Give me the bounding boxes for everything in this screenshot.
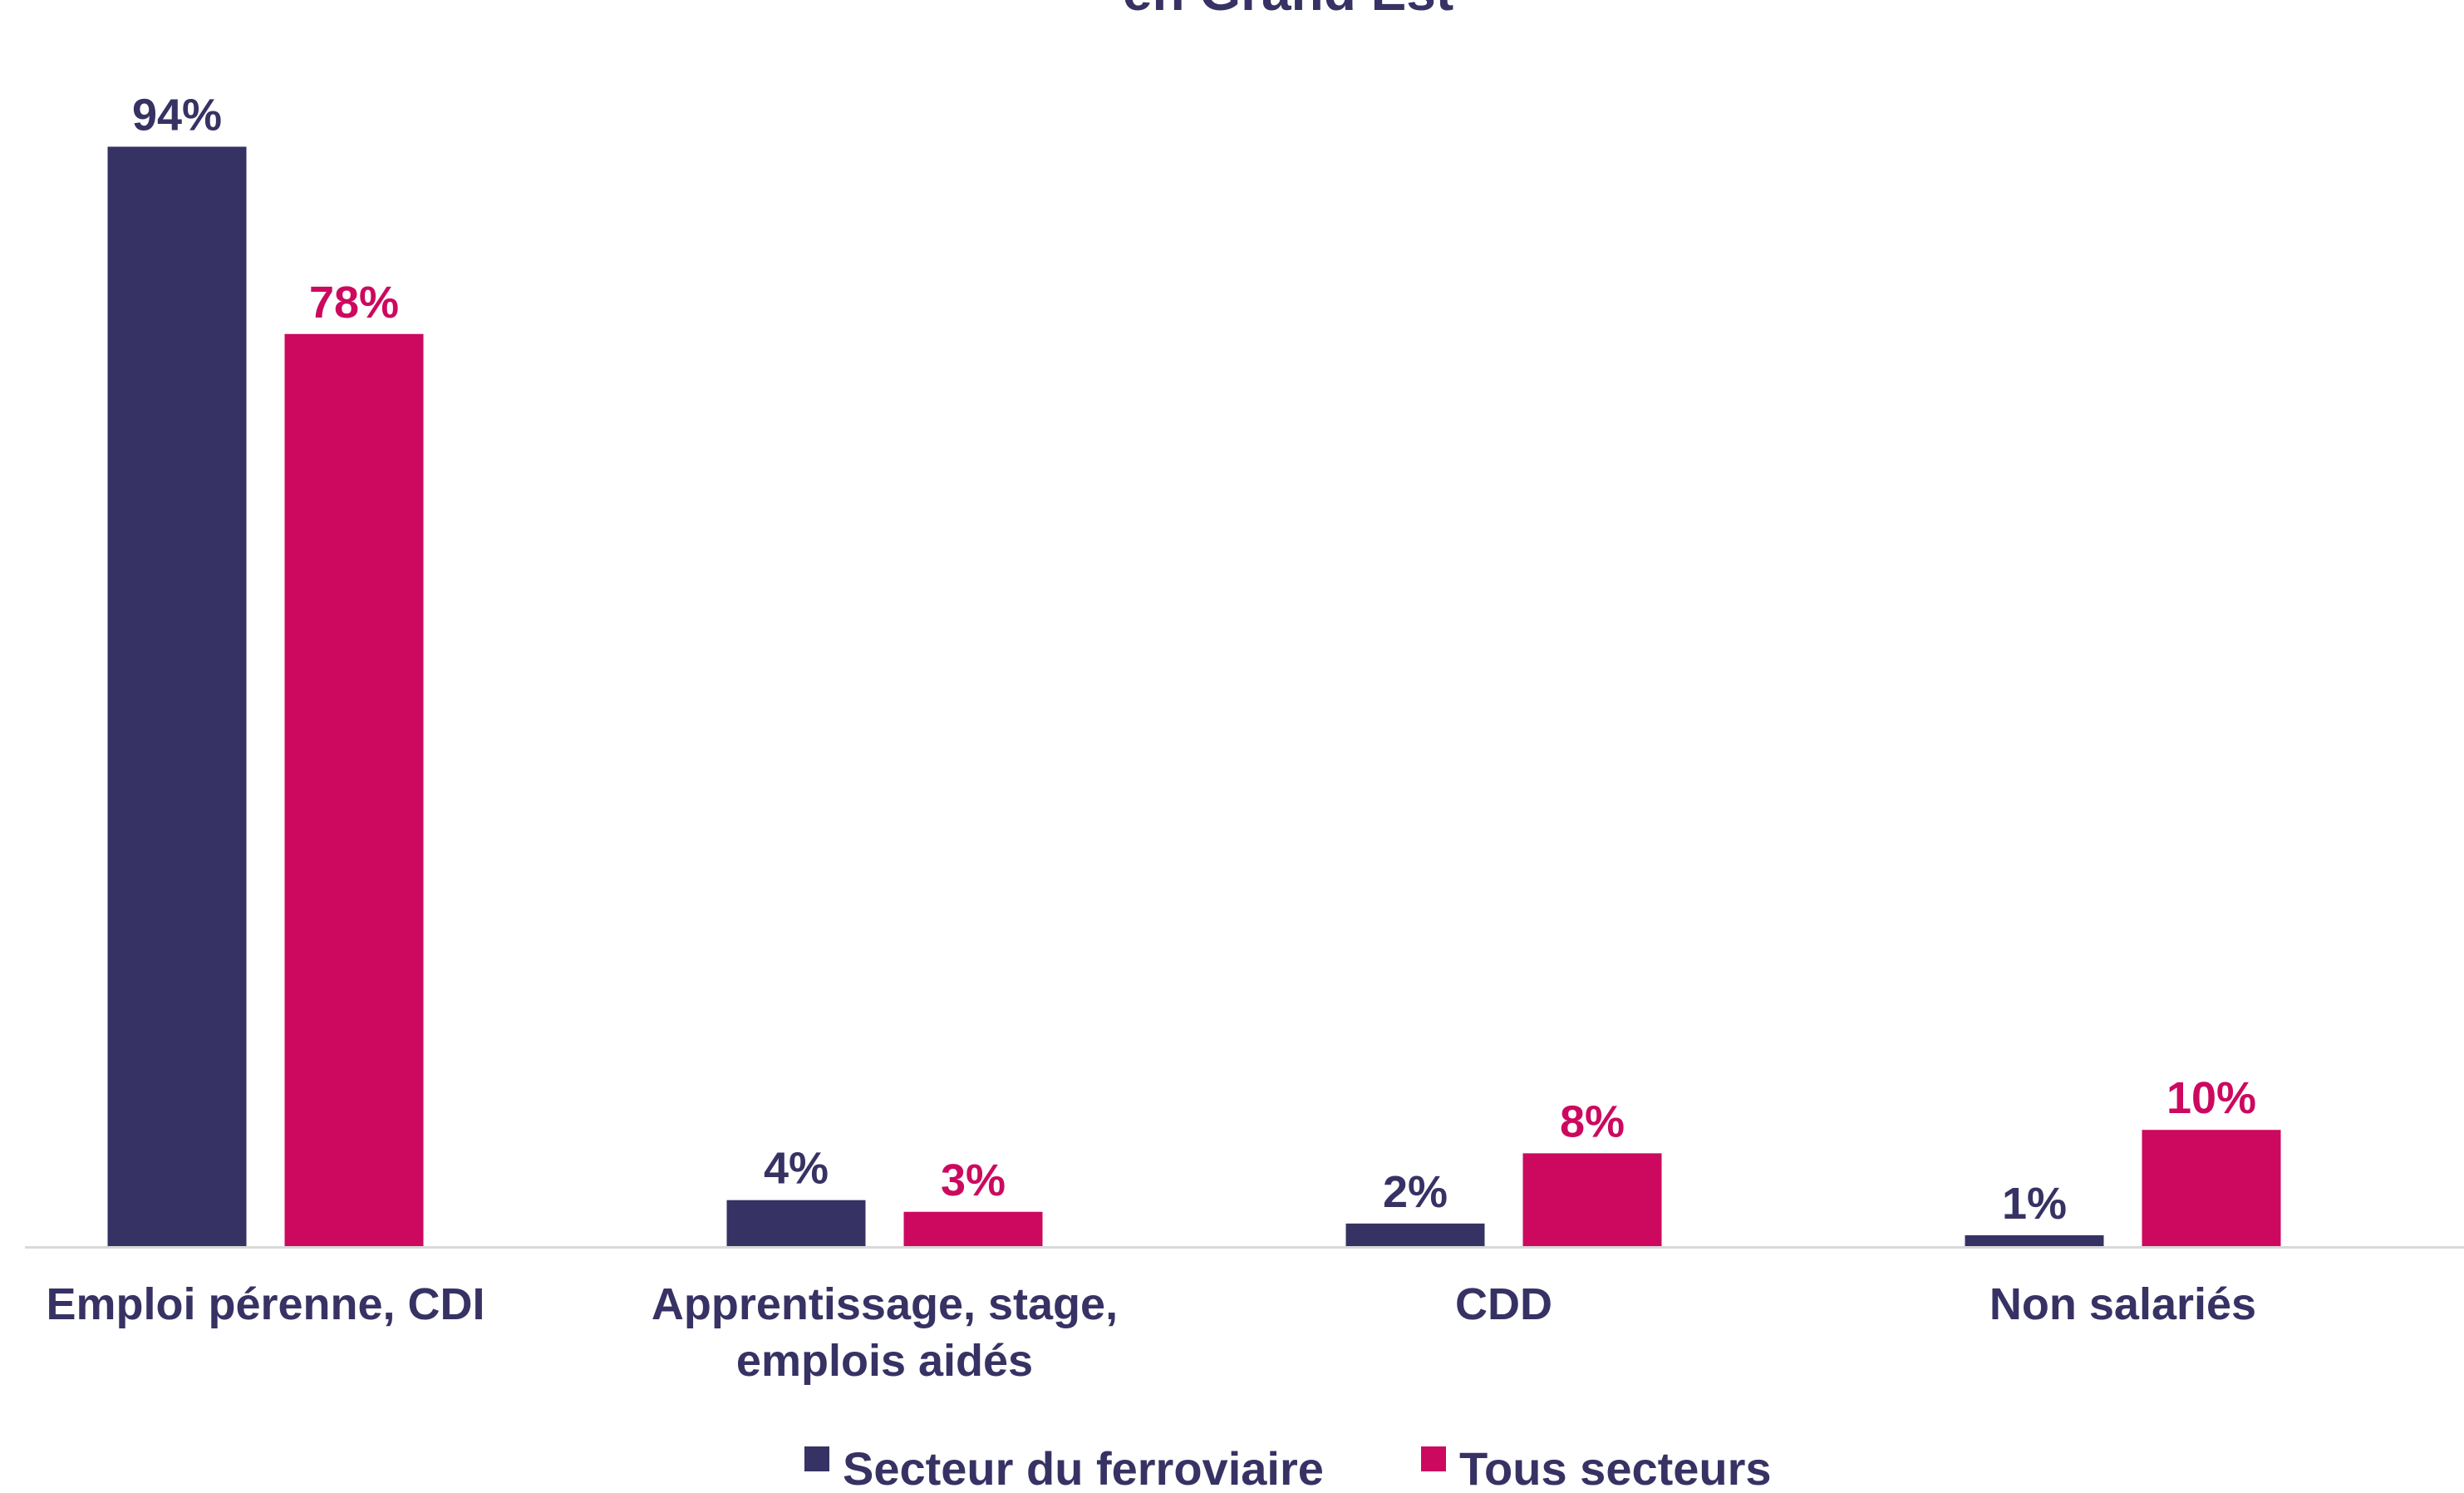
category-label-1: Apprentissage, stage, emplois aidés [652,1279,1118,1386]
category-label-0: Emploi pérenne, CDI [46,1279,484,1329]
legend-label-0: Secteur du ferroviaire [843,1442,1324,1493]
legend: Secteur du ferroviaire Tous secteurs [804,1442,1772,1493]
legend-swatch-1 [1421,1446,1446,1471]
bar-tous-secteurs-1 [903,1211,1043,1247]
data-label-ferroviaire-2: 2% [1383,1167,1448,1217]
bar-ferroviaire-1 [726,1200,866,1247]
data-label-ferroviaire-3: 1% [2002,1179,2067,1229]
category-label-3: Non salariés [1989,1279,2256,1329]
bar-ferroviaire-3 [1965,1234,2104,1247]
bar-ferroviaire-2 [1345,1223,1485,1247]
chart-title: en Grand Est [1123,0,1453,22]
category-labels: Emploi pérenne, CDI Apprentissage, stage,… [46,1279,2256,1386]
bar-tous-secteurs-3 [2142,1130,2281,1247]
data-label-ferroviaire-1: 4% [764,1144,829,1194]
data-label-tous-secteurs-3: 10% [2166,1073,2256,1123]
bars-group: 94% 4% 2% 1% 78% 3% 8% 10% [107,90,2281,1248]
data-label-ferroviaire-0: 94% [132,90,222,140]
bar-ferroviaire-0 [107,146,247,1248]
legend-swatch-0 [804,1446,829,1471]
category-label-2: CDD [1455,1279,1552,1329]
bar-tous-secteurs-2 [1522,1153,1662,1247]
bar-tous-secteurs-0 [284,333,424,1247]
data-label-tous-secteurs-2: 8% [1560,1096,1625,1146]
legend-label-1: Tous secteurs [1459,1442,1772,1493]
data-label-tous-secteurs-0: 78% [309,278,399,328]
data-label-tous-secteurs-1: 3% [941,1155,1006,1205]
